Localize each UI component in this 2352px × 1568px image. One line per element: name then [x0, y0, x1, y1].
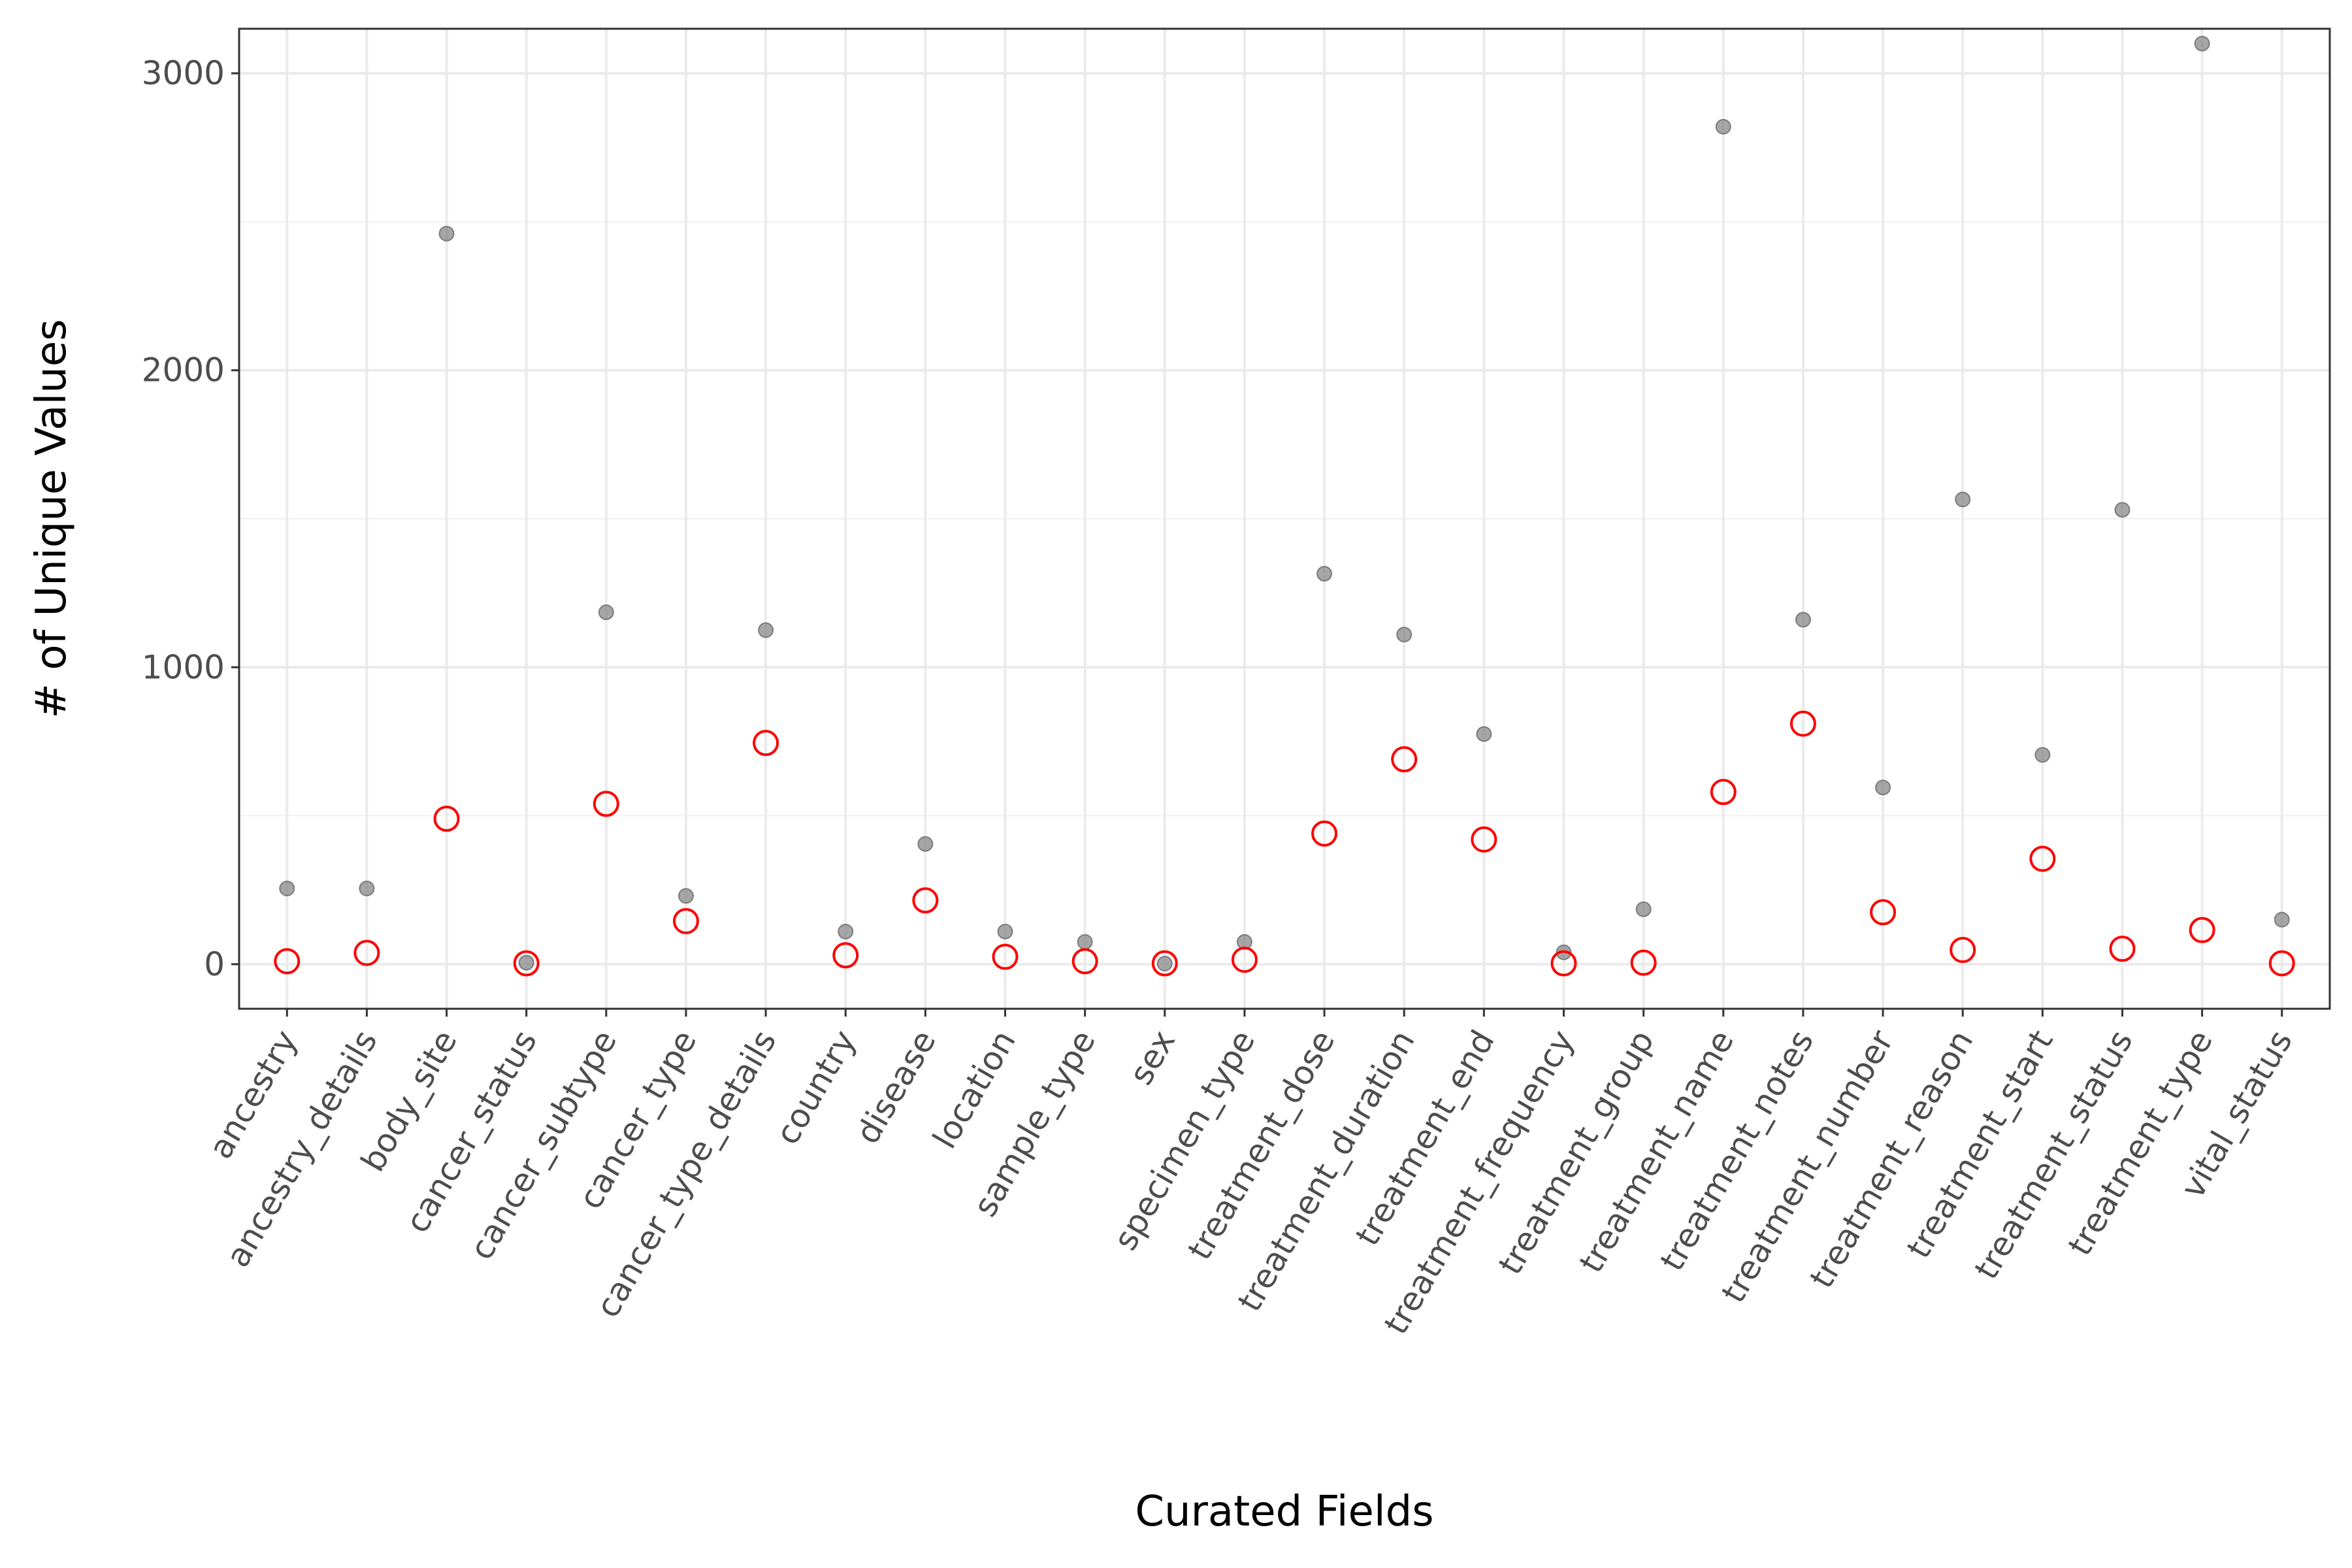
gray-point: [2034, 747, 2051, 763]
gray-point: [279, 880, 295, 896]
red-point: [1950, 937, 1976, 963]
red-point: [513, 950, 540, 977]
red-point: [912, 887, 939, 914]
gray-point: [438, 225, 455, 242]
red-point: [1630, 949, 1657, 976]
y-tick-label: 3000: [142, 54, 225, 92]
gray-point: [2194, 35, 2210, 52]
red-point: [1151, 950, 1178, 977]
red-point: [992, 943, 1019, 970]
gray-point: [997, 923, 1013, 939]
red-point: [1391, 746, 1418, 773]
x-tick-label: cancer_subtype: [463, 1024, 625, 1266]
x-axis-title: Curated Fields: [1135, 1488, 1433, 1536]
gray-point: [1955, 491, 1971, 508]
red-point: [274, 948, 301, 975]
red-point: [1789, 710, 1816, 737]
red-point: [1710, 779, 1737, 806]
red-point: [2029, 845, 2056, 872]
red-point: [1231, 947, 1258, 973]
gray-point: [1077, 934, 1093, 950]
gray-point: [359, 880, 375, 896]
gray-point: [1156, 955, 1173, 972]
red-point: [2268, 950, 2295, 977]
red-point: [1870, 899, 1897, 926]
y-tick-label: 1000: [142, 648, 225, 686]
x-tick-label: treatment_type: [2061, 1024, 2220, 1262]
gray-point: [1476, 726, 1492, 742]
red-point: [353, 939, 380, 966]
gray-point: [1396, 627, 1413, 643]
red-point: [2109, 936, 2136, 962]
red-point: [832, 942, 859, 969]
red-point: [593, 791, 619, 817]
plot-panel-border: [238, 27, 2331, 1010]
gray-point: [917, 836, 934, 852]
red-point: [1071, 948, 1098, 975]
x-tick-label: treatment_dose: [1181, 1024, 1343, 1266]
y-tick-label: 2000: [142, 351, 225, 389]
gray-point: [1795, 612, 1811, 628]
y-tick-label: 0: [204, 945, 225, 983]
x-tick-label: sex: [1122, 1024, 1183, 1091]
red-point: [672, 907, 699, 934]
gray-point: [1715, 119, 1731, 135]
gray-point: [518, 955, 534, 971]
red-point: [1550, 950, 1577, 977]
gray-point: [1635, 901, 1652, 917]
grid: [239, 29, 2330, 1009]
y-axis-title: # of Unique Values: [27, 319, 76, 718]
gray-point: [598, 604, 614, 621]
red-point: [2189, 917, 2215, 943]
red-point: [753, 730, 779, 757]
red-point: [1311, 820, 1338, 847]
gray-point: [678, 888, 694, 904]
gray-point: [758, 622, 774, 638]
gray-point: [2274, 911, 2290, 928]
gray-point: [1875, 779, 1891, 796]
x-tick-label: treatment_start: [1899, 1024, 2060, 1265]
gray-point: [1316, 566, 1333, 582]
gray-point: [838, 923, 854, 939]
x-axis: ancestryancestry_detailsbody_sitecancer_…: [201, 1009, 2300, 1341]
red-point: [433, 806, 460, 832]
gray-point: [2114, 502, 2131, 518]
series-red-points: [274, 710, 2295, 977]
red-point: [1471, 826, 1497, 853]
y-axis: 0 1000 2000 3000: [142, 54, 239, 983]
series-gray-points: [279, 35, 2290, 972]
